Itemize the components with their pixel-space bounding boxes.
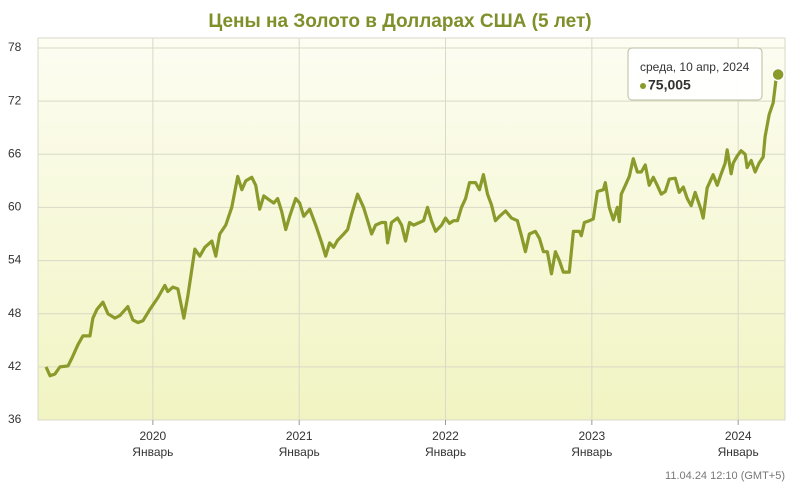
x-tick-label: 2024 xyxy=(725,429,752,443)
x-tick-label: 2023 xyxy=(578,429,605,443)
x-tick-sublabel: Январь xyxy=(425,445,466,459)
y-tick-label: 60 xyxy=(8,200,22,214)
x-tick-label: 2022 xyxy=(432,429,459,443)
tooltip-dot xyxy=(640,83,646,89)
x-tick-sublabel: Январь xyxy=(279,445,320,459)
y-tick-label: 72 xyxy=(8,93,22,107)
y-tick-label: 42 xyxy=(8,359,22,373)
chart-title: Цены на Золото в Долларах США (5 лет) xyxy=(208,11,591,32)
x-tick-label: 2020 xyxy=(140,429,167,443)
tooltip-value: 75,005 xyxy=(648,77,691,93)
tooltip: среда, 10 апр, 2024 75,005 xyxy=(627,47,763,101)
y-tick-label: 48 xyxy=(8,306,22,320)
last-point xyxy=(771,67,785,82)
timestamp: 11.04.24 12:10 (GMT+5) xyxy=(665,470,785,482)
y-tick-label: 66 xyxy=(8,146,22,160)
x-tick-sublabel: Январь xyxy=(132,445,173,459)
y-tick-label: 36 xyxy=(8,412,22,426)
plot-area xyxy=(37,37,786,421)
x-tick-sublabel: Январь xyxy=(718,445,759,459)
y-tick-label: 78 xyxy=(8,40,22,54)
x-tick-label: 2021 xyxy=(286,429,313,443)
y-tick-label: 54 xyxy=(8,253,22,267)
x-tick-sublabel: Январь xyxy=(571,445,612,459)
tooltip-date: среда, 10 апр, 2024 xyxy=(640,60,750,74)
tooltip-box xyxy=(627,47,763,101)
price-line xyxy=(44,73,780,378)
